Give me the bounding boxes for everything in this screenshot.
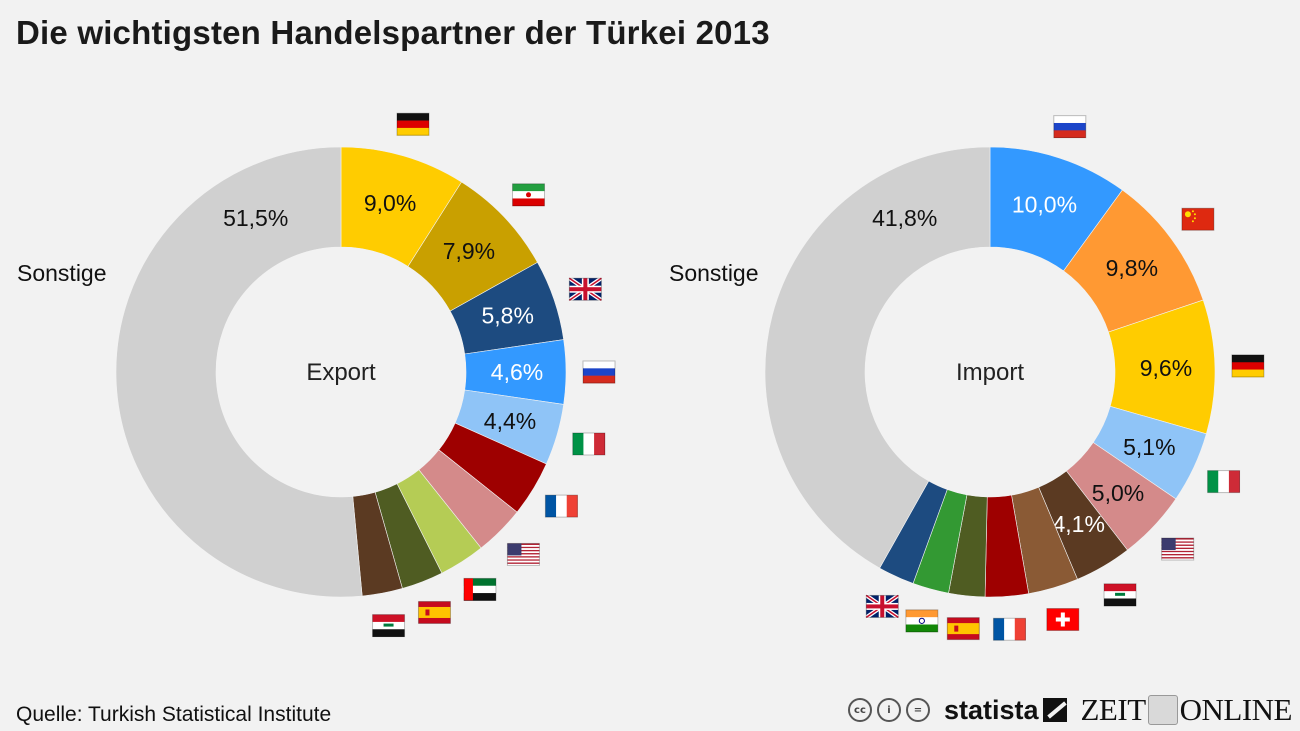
attribution-icon: i bbox=[876, 698, 901, 722]
export-france-flag bbox=[544, 494, 578, 518]
export-italy-flag bbox=[572, 432, 606, 456]
zeit-wordmark: ZEIT bbox=[1080, 692, 1147, 727]
zeit-seal-icon bbox=[1147, 695, 1178, 725]
export-donut-chart: 9,0% 7,9% 5,8% 4,6% 4,4% 51,5% Export Sonstige bbox=[17, 112, 616, 638]
statista-mark-icon bbox=[1042, 698, 1067, 722]
import-other-value-label: 41,8% bbox=[872, 205, 937, 231]
export-spain-flag bbox=[417, 600, 451, 624]
import-other-label: Sonstige bbox=[669, 260, 759, 286]
import-france-flag bbox=[992, 617, 1026, 641]
import-slice-label-4: 5,0% bbox=[1092, 480, 1144, 506]
import-spain-flag bbox=[946, 617, 980, 641]
zeit-online-logo: ZEIT ONLINE bbox=[1081, 692, 1293, 728]
import-china-flag bbox=[1181, 207, 1215, 231]
import-donut-chart: 10,0% 9,8% 9,6% 5,1% 5,0% 4,1% 41,8% Import Sons… bbox=[669, 115, 1265, 641]
export-russia-flag bbox=[582, 360, 616, 384]
import-russia-flag bbox=[1053, 115, 1087, 139]
online-wordmark: ONLINE bbox=[1179, 692, 1293, 727]
import-switzerland-flag bbox=[1046, 608, 1080, 632]
import-uk-flag bbox=[865, 593, 900, 620]
statista-wordmark: statista bbox=[943, 694, 1039, 725]
export-uk-flag bbox=[568, 276, 603, 302]
export-donut-hole bbox=[216, 247, 466, 497]
export-usa-flag bbox=[506, 542, 540, 566]
export-other-label: Sonstige bbox=[17, 260, 107, 286]
export-center-label: Export bbox=[306, 359, 376, 386]
export-slice-label-0: 9,0% bbox=[364, 190, 416, 216]
export-iraq-flag bbox=[372, 614, 406, 638]
import-slice-label-2: 9,6% bbox=[1140, 355, 1192, 381]
import-slice-label-3: 5,1% bbox=[1123, 434, 1175, 460]
import-italy-flag bbox=[1207, 470, 1241, 494]
cc-icon: cc bbox=[847, 698, 872, 722]
footer-logos: cc i = statista ZEIT ONLINE bbox=[847, 692, 1293, 728]
export-iran-flag bbox=[512, 183, 546, 207]
import-slice-label-0: 10,0% bbox=[1012, 192, 1077, 218]
export-slice-label-2: 5,8% bbox=[481, 303, 533, 329]
export-slice-label-4: 4,4% bbox=[484, 408, 536, 434]
import-slice-label-5: 4,1% bbox=[1052, 511, 1104, 537]
statista-logo: statista bbox=[944, 695, 1067, 726]
import-slice-label-1: 9,8% bbox=[1106, 255, 1158, 281]
source-note: Quelle: Turkish Statistical Institute bbox=[16, 703, 332, 726]
import-center-label: Import bbox=[956, 359, 1024, 386]
chart-title: Die wichtigsten Handelspartner der Türke… bbox=[16, 14, 770, 51]
export-germany-flag bbox=[396, 112, 430, 136]
export-slice-label-1: 7,9% bbox=[443, 238, 495, 264]
import-germany-flag bbox=[1231, 354, 1265, 378]
import-slice-11 bbox=[764, 146, 991, 569]
export-uae-flag bbox=[463, 577, 497, 601]
export-other-value-label: 51,5% bbox=[223, 205, 288, 231]
export-slice-label-3: 4,6% bbox=[491, 359, 543, 385]
import-usa-flag bbox=[1161, 537, 1195, 561]
creative-commons-badges: cc i = bbox=[847, 698, 930, 722]
no-derivatives-icon: = bbox=[905, 698, 930, 722]
import-iraq-flag bbox=[1103, 583, 1137, 607]
import-india-flag bbox=[905, 609, 939, 633]
import-donut-hole bbox=[865, 247, 1115, 497]
